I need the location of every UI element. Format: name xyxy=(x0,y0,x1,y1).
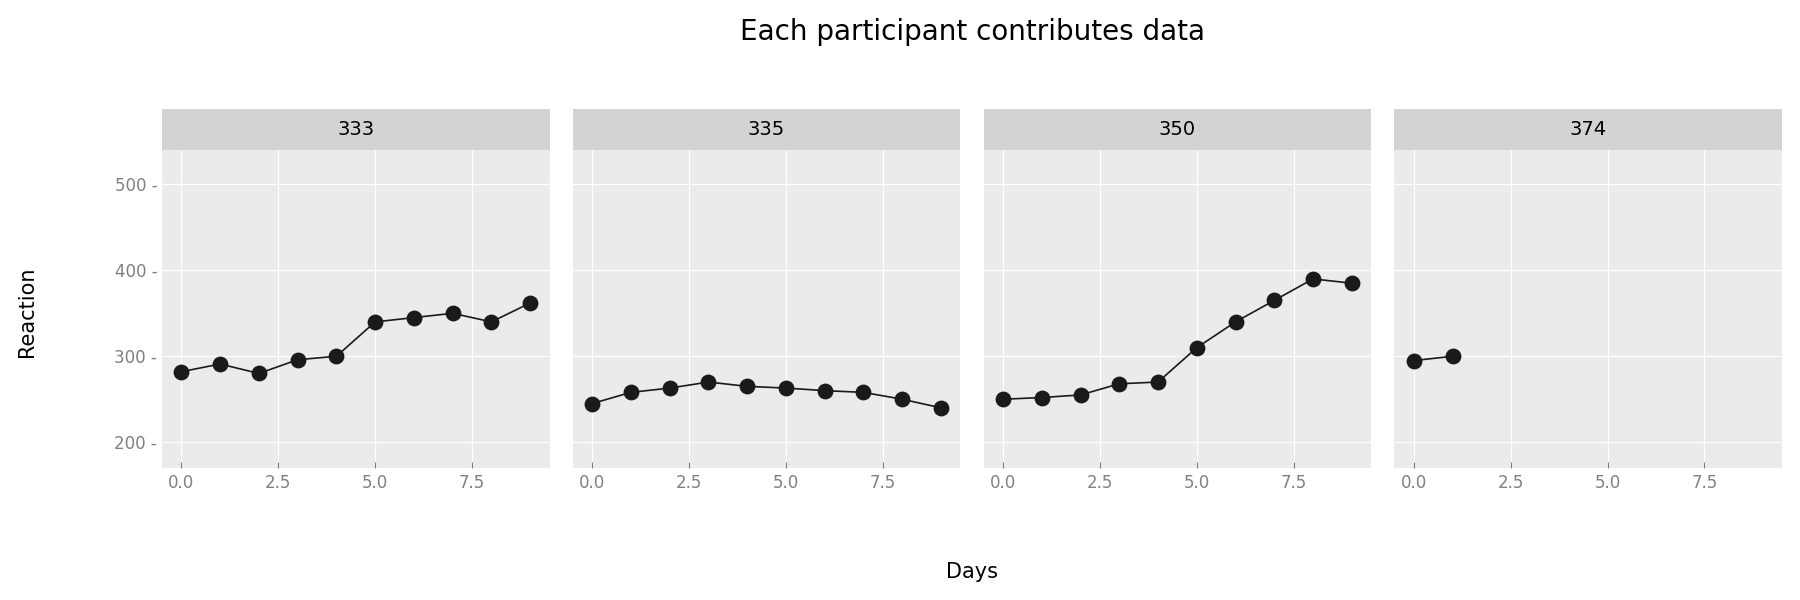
Text: 374: 374 xyxy=(1570,120,1607,139)
Point xyxy=(167,367,196,377)
Point xyxy=(617,388,646,397)
Point xyxy=(772,383,801,393)
Text: 350: 350 xyxy=(1159,120,1195,139)
Point xyxy=(1066,390,1094,400)
FancyBboxPatch shape xyxy=(983,109,1372,150)
Point xyxy=(360,317,389,326)
Point xyxy=(695,377,724,387)
Text: Each participant contributes data: Each participant contributes data xyxy=(740,18,1204,46)
Point xyxy=(655,383,684,393)
Point xyxy=(517,298,545,308)
Point xyxy=(1337,278,1366,288)
Point xyxy=(205,359,234,369)
Point xyxy=(1028,393,1057,403)
FancyBboxPatch shape xyxy=(1395,109,1782,150)
FancyBboxPatch shape xyxy=(162,109,549,150)
Text: 335: 335 xyxy=(749,120,785,139)
Point xyxy=(578,399,607,409)
Text: Reaction: Reaction xyxy=(16,267,38,357)
Point xyxy=(437,308,466,318)
FancyBboxPatch shape xyxy=(572,109,961,150)
Text: 333: 333 xyxy=(337,120,374,139)
Point xyxy=(245,368,274,378)
Point xyxy=(810,386,839,395)
Point xyxy=(1298,274,1327,284)
Point xyxy=(1143,377,1172,387)
Text: Days: Days xyxy=(947,562,997,582)
Point xyxy=(1260,296,1289,305)
Point xyxy=(322,352,351,361)
Point xyxy=(283,355,311,365)
Point xyxy=(733,382,761,391)
Point xyxy=(988,394,1017,404)
Point xyxy=(1105,379,1134,389)
Point xyxy=(1399,356,1427,365)
Point xyxy=(477,317,506,326)
Point xyxy=(1438,352,1467,361)
Point xyxy=(1183,343,1211,352)
Point xyxy=(927,403,956,413)
Point xyxy=(1220,317,1249,326)
Point xyxy=(850,388,878,397)
Point xyxy=(887,394,916,404)
Point xyxy=(400,313,428,322)
